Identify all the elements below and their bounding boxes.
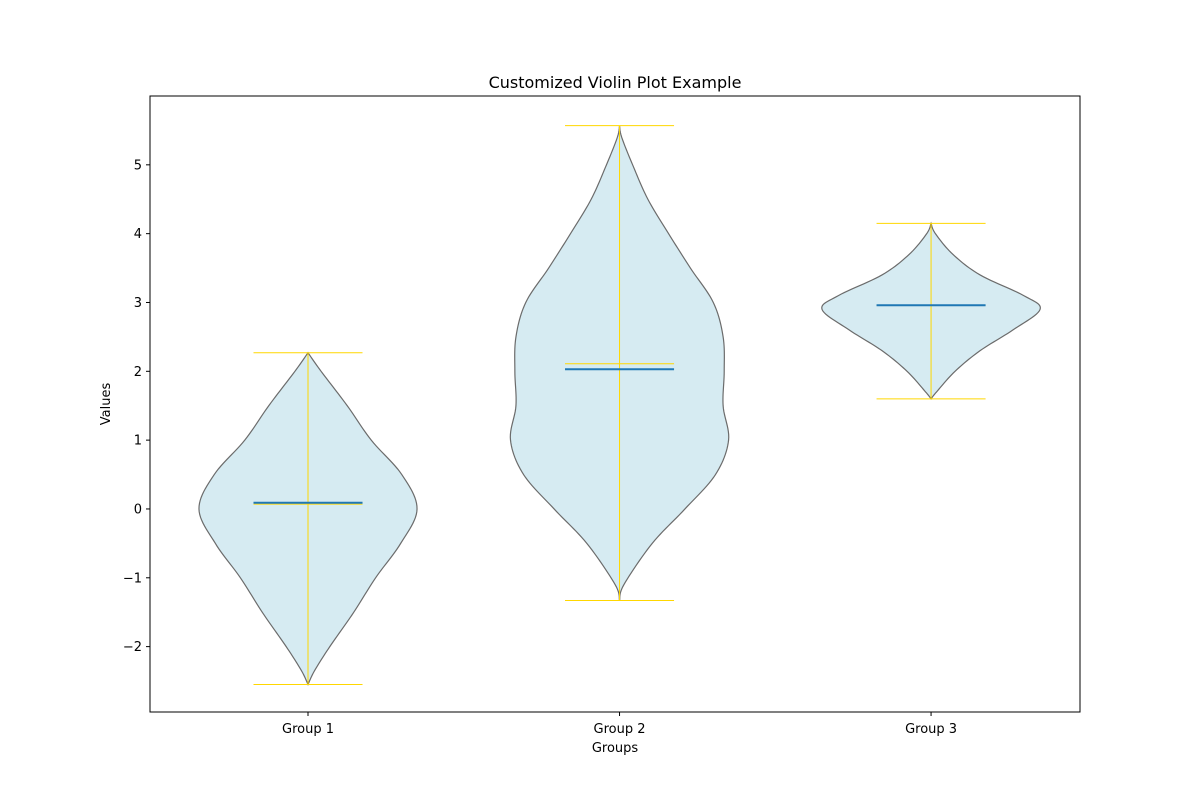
y-tick-label: −2	[123, 640, 142, 655]
y-tick-label: −1	[123, 571, 142, 586]
violin-bodies	[198, 125, 1041, 686]
x-tick-label: Group 2	[594, 722, 646, 737]
chart-title: Customized Violin Plot Example	[489, 73, 742, 92]
y-tick-label: 2	[134, 365, 142, 380]
plot-frame	[149, 95, 1081, 713]
violin-group-3	[821, 221, 1041, 400]
violin-group-1	[198, 351, 418, 686]
y-tick-label: 0	[134, 502, 142, 517]
x-axis-label: Groups	[592, 741, 639, 756]
y-tick-label: 3	[134, 296, 142, 311]
y-axis: −2 −1 0 1 2 3 4 5	[123, 158, 150, 655]
violin-group-2	[509, 125, 730, 602]
y-axis-label: Values	[99, 383, 114, 426]
x-tick-label: Group 3	[905, 722, 957, 737]
x-tick-label: Group 1	[282, 722, 334, 737]
y-tick-label: 5	[134, 158, 142, 173]
y-tick-label: 1	[134, 434, 142, 449]
x-axis: Group 1 Group 2 Group 3	[282, 712, 957, 737]
y-tick-label: 4	[134, 227, 142, 242]
